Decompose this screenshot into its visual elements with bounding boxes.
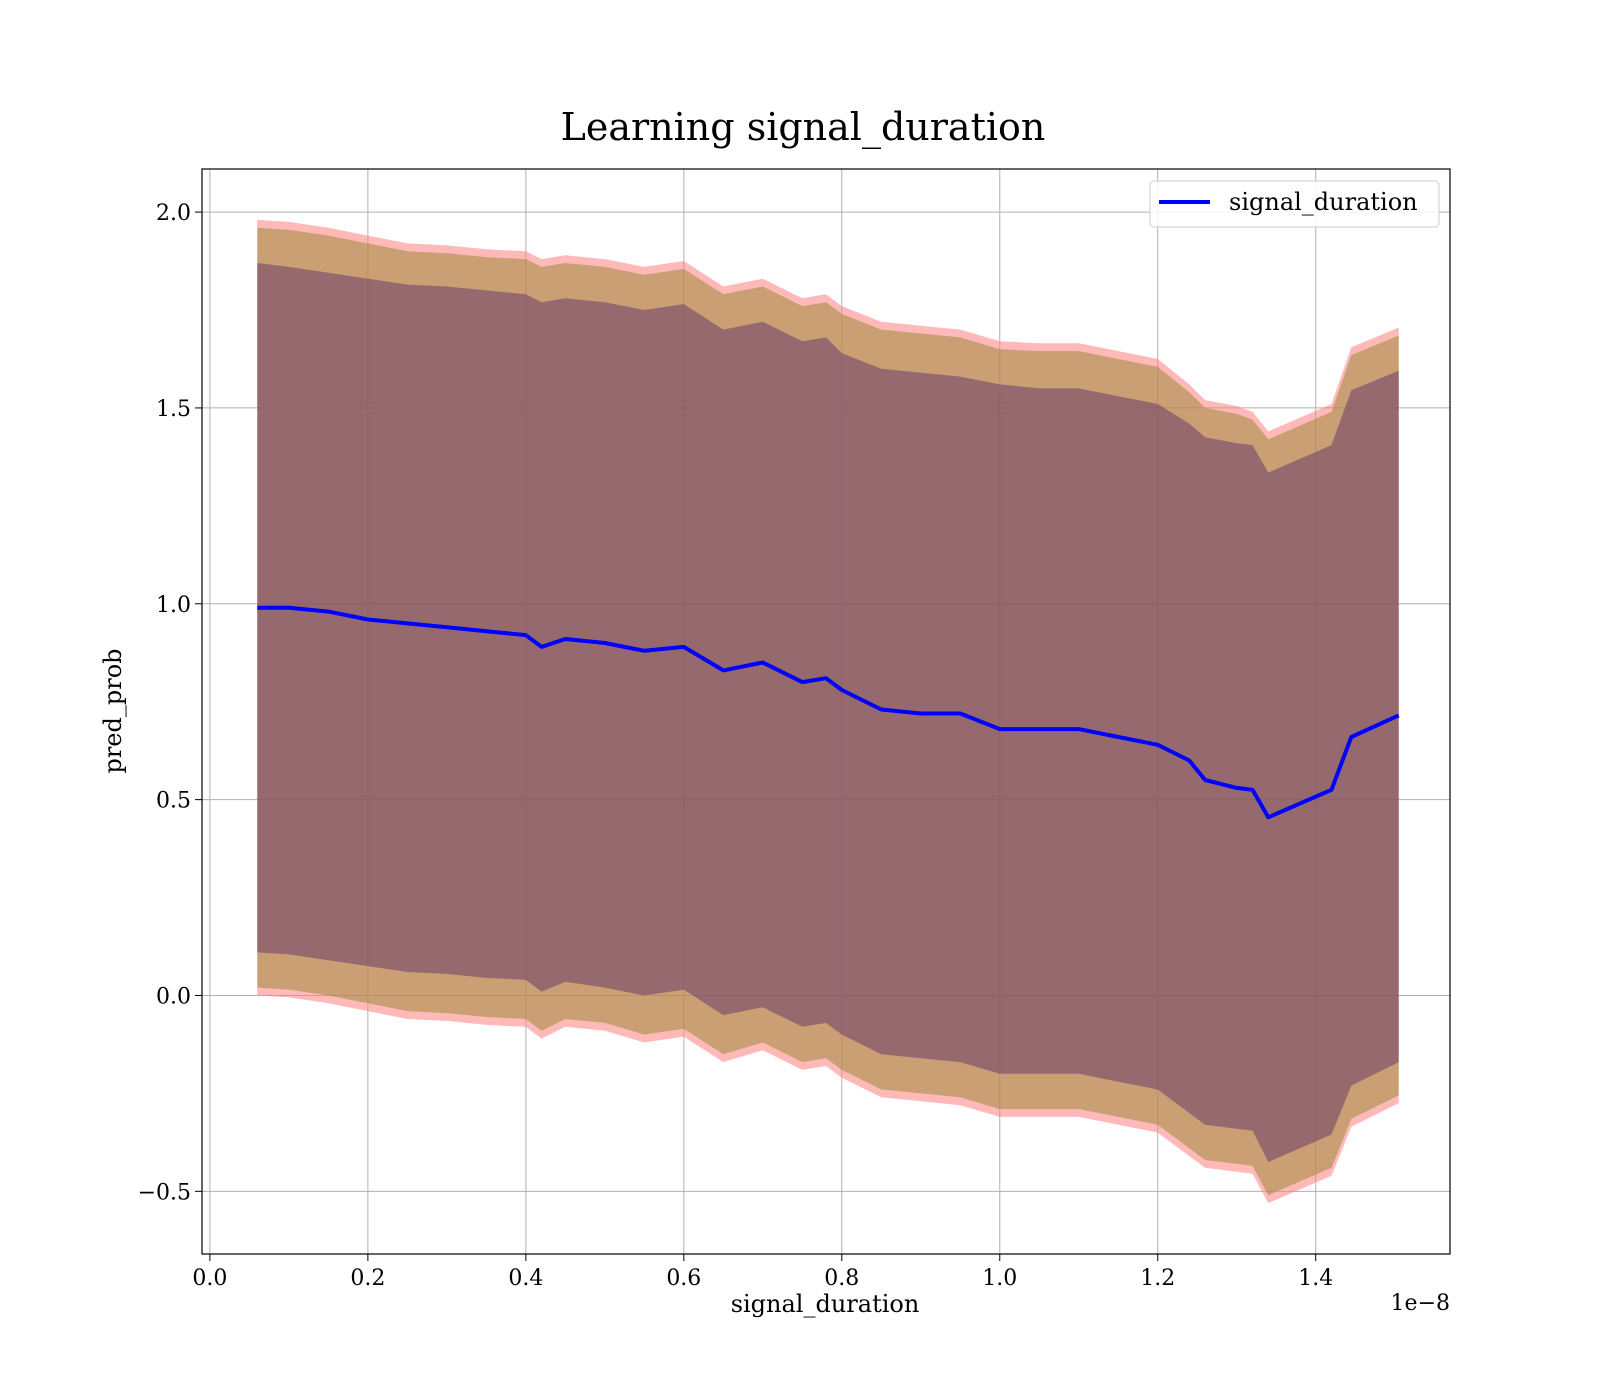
x-tick-label: 0.0	[192, 1266, 227, 1291]
x-axis: 0.0 0.2 0.4 0.6 0.8 1.0 1.2 1.4	[192, 1254, 1333, 1291]
y-tick-label: 1.5	[156, 397, 191, 422]
y-axis: −0.5 0.0 0.5 1.0 1.5 2.0	[138, 201, 202, 1205]
plot-frame	[201, 168, 1451, 1255]
y-tick-label: −0.5	[138, 1180, 191, 1205]
confidence-band-2	[257, 263, 1399, 1162]
x-tick-label: 0.6	[666, 1266, 701, 1291]
x-axis-label: signal_duration	[731, 1290, 920, 1318]
x-tick-label: 0.2	[350, 1266, 385, 1291]
legend-box	[1149, 180, 1440, 228]
x-tick-label: 1.4	[1298, 1266, 1333, 1291]
x-tick-label: 1.2	[1140, 1266, 1175, 1291]
chart-title: Learning signal_duration	[561, 105, 1046, 150]
series-lines	[257, 605, 1400, 820]
x-tick-label: 0.8	[824, 1266, 859, 1291]
y-tick-label: 1.0	[156, 593, 191, 618]
x-tick-label: 0.4	[508, 1266, 543, 1291]
y-tick-label: 2.0	[156, 201, 191, 226]
y-tick-label: 0.0	[156, 984, 191, 1009]
y-tick-label: 0.5	[156, 789, 191, 814]
legend: signal_duration	[1149, 180, 1440, 228]
series-line-0	[257, 605, 1400, 820]
y-axis-label: pred_prob	[99, 648, 127, 773]
confidence-bands	[257, 219, 1399, 1204]
legend-label: signal_duration	[1229, 188, 1418, 216]
x-tick-label: 1.0	[982, 1266, 1017, 1291]
x-offset-label: 1e−8	[1391, 1291, 1450, 1316]
